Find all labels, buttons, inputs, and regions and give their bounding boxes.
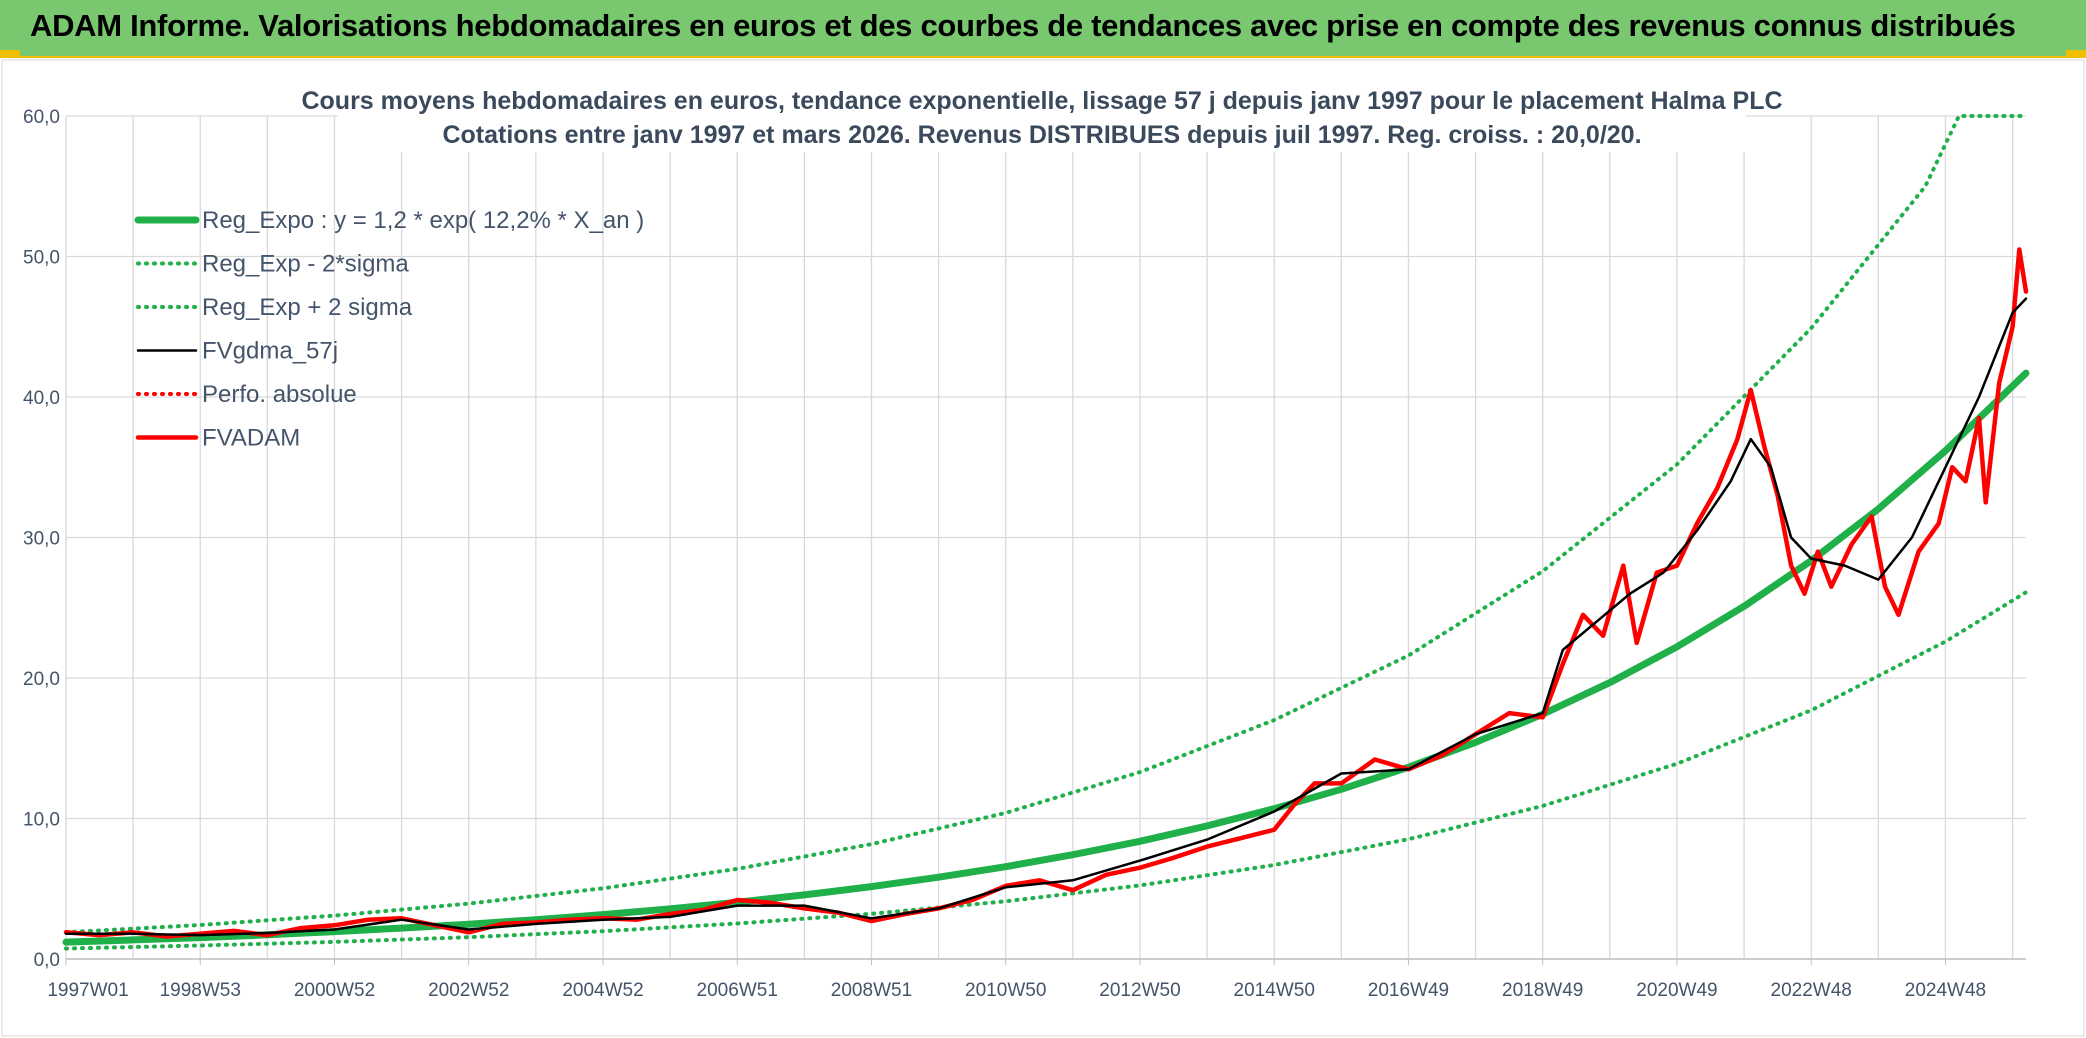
x-tick-label: 1997W01: [47, 980, 128, 1001]
banner-accent-right: [2066, 50, 2086, 58]
report-banner: ADAM Informe. Valorisations hebdomadaire…: [0, 0, 2086, 58]
series-line-1: [64, 590, 2028, 951]
x-tick-label: 2008W51: [831, 980, 912, 1001]
x-tick-label: 2004W52: [562, 980, 643, 1001]
x-tick-label: 1998W53: [160, 980, 241, 1001]
legend-label-5: FVADAM: [202, 425, 300, 452]
legend: Reg_Expo : y = 1,2 * exp( 12,2% * X_an )…: [134, 207, 644, 452]
x-tick-label: 2024W48: [1905, 980, 1986, 1001]
y-tick-label: 20,0: [23, 669, 60, 690]
y-tick-label: 40,0: [23, 388, 60, 409]
x-tick-label: 2018W49: [1502, 980, 1583, 1001]
series-line-3: [64, 297, 2028, 937]
series-line-2: [64, 114, 2028, 935]
line-chart: 0,0 10,0 20,0 30,0 40,0 50,0 60,0 1997W01 1998W5…: [1, 59, 2085, 1037]
x-tick-label: 2006W51: [697, 980, 778, 1001]
y-tick-label: 0,0: [34, 950, 60, 971]
legend-label-2: Reg_Exp + 2 sigma: [202, 294, 413, 321]
legend-label-0: Reg_Expo : y = 1,2 * exp( 12,2% * X_an ): [202, 207, 644, 234]
y-tick-label: 10,0: [23, 810, 60, 831]
x-tick-label: 2012W50: [1099, 980, 1180, 1001]
x-tick-label: 2000W52: [294, 980, 375, 1001]
x-tick-label: 2010W50: [965, 980, 1046, 1001]
chart-area-border: [1, 59, 2085, 1037]
x-tick-label: 2020W49: [1636, 980, 1717, 1001]
chart-subtitle: Cotations entre janv 1997 et mars 2026. …: [442, 121, 1641, 149]
chart-title: Cours moyens hebdomadaires en euros, ten…: [301, 87, 1782, 115]
legend-label-3: FVgdma_57j: [202, 338, 338, 365]
x-tick-label: 2002W52: [428, 980, 509, 1001]
series-line-0: [62, 369, 2030, 946]
title-backdrop: [338, 82, 1746, 152]
legend-label-1: Reg_Exp - 2*sigma: [202, 251, 409, 278]
banner-title: ADAM Informe. Valorisations hebdomadaire…: [30, 8, 2016, 43]
x-tick-label: 2016W49: [1368, 980, 1449, 1001]
x-tick-label: 2022W48: [1771, 980, 1852, 1001]
y-tick-label: 50,0: [23, 248, 60, 269]
banner-accent-left: [0, 50, 20, 58]
y-tick-label: 60,0: [23, 107, 60, 128]
series-lines: [62, 114, 2030, 951]
legend-label-4: Perfo. absolue: [202, 381, 357, 408]
x-tick-label: 2014W50: [1234, 980, 1315, 1001]
axis-labels: 0,0 10,0 20,0 30,0 40,0 50,0 60,0 1997W01 1998W5…: [23, 107, 2026, 1001]
y-tick-label: 30,0: [23, 529, 60, 550]
